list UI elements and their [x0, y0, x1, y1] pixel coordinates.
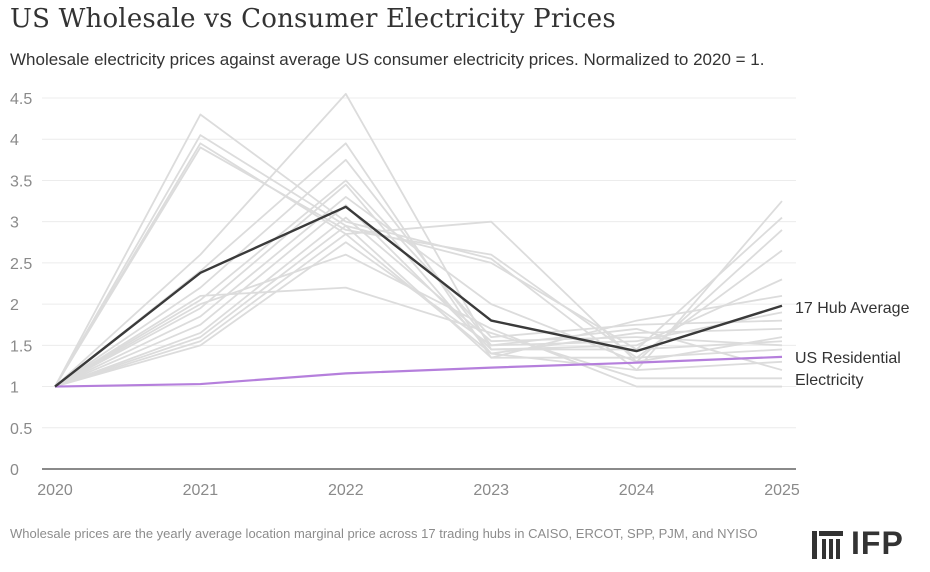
y-tick-label: 4.5 — [10, 91, 32, 108]
hub-line — [54, 241, 783, 388]
y-tick-label: 3.5 — [10, 173, 32, 190]
y-tick-label: 0 — [10, 462, 19, 479]
y-tick-label: 1.5 — [10, 338, 32, 355]
y-tick-label: 4 — [10, 132, 19, 149]
series-label-hub-average: 17 Hub Average — [795, 300, 910, 317]
hub-line — [54, 253, 782, 388]
x-tick-label: 2020 — [37, 482, 73, 499]
hub-line — [54, 113, 783, 387]
x-tick-label: 2023 — [473, 482, 509, 499]
series-labels: 17 Hub Average US Residential Electricity — [795, 300, 910, 389]
y-tick-label: 2.5 — [10, 256, 32, 273]
residential-line — [54, 355, 783, 388]
footnote: Wholesale prices are the yearly average … — [10, 526, 758, 541]
series-label-residential-line: Electricity — [795, 372, 863, 389]
hub-line — [54, 216, 783, 388]
hub-line — [54, 92, 783, 388]
y-tick-label: 1 — [10, 380, 19, 397]
ifp-logo-text: IFP — [851, 525, 904, 561]
hub-line — [54, 204, 783, 388]
x-tick-label: 2021 — [183, 482, 219, 499]
series-lines — [54, 205, 783, 388]
hub-line — [54, 146, 783, 388]
axis-layer: 0 0.5 1 1.5 2 2.5 3 3.5 4 4.5 2020 2021 2022 2023 2024… — [10, 91, 800, 499]
hub-line — [54, 179, 783, 388]
hub-line — [54, 286, 782, 388]
hub-average-line — [54, 205, 783, 388]
y-tick-label: 0.5 — [10, 421, 32, 438]
x-tick-label: 2025 — [764, 482, 800, 499]
hub-line — [54, 196, 783, 388]
hub-line — [54, 134, 783, 388]
ifp-logo: IFP — [811, 525, 904, 562]
y-tick-label: 3 — [10, 215, 19, 232]
hub-lines — [54, 92, 783, 388]
chart-title: US Wholesale vs Consumer Electricity Pri… — [10, 4, 616, 34]
series-label-residential-line: US Residential — [795, 350, 901, 367]
hub-line — [54, 183, 783, 388]
series-label-residential: US Residential Electricity — [795, 350, 901, 389]
line-chart: 0 0.5 1 1.5 2 2.5 3 3.5 4 4.5 2020 2021 2022 2023 2024… — [10, 91, 910, 499]
x-tick-label: 2024 — [619, 482, 655, 499]
ifp-logo-icon — [812, 530, 843, 559]
chart-subtitle: Wholesale electricity prices against ave… — [10, 50, 765, 69]
x-tick-label: 2022 — [328, 482, 364, 499]
y-tick-label: 2 — [10, 297, 19, 314]
